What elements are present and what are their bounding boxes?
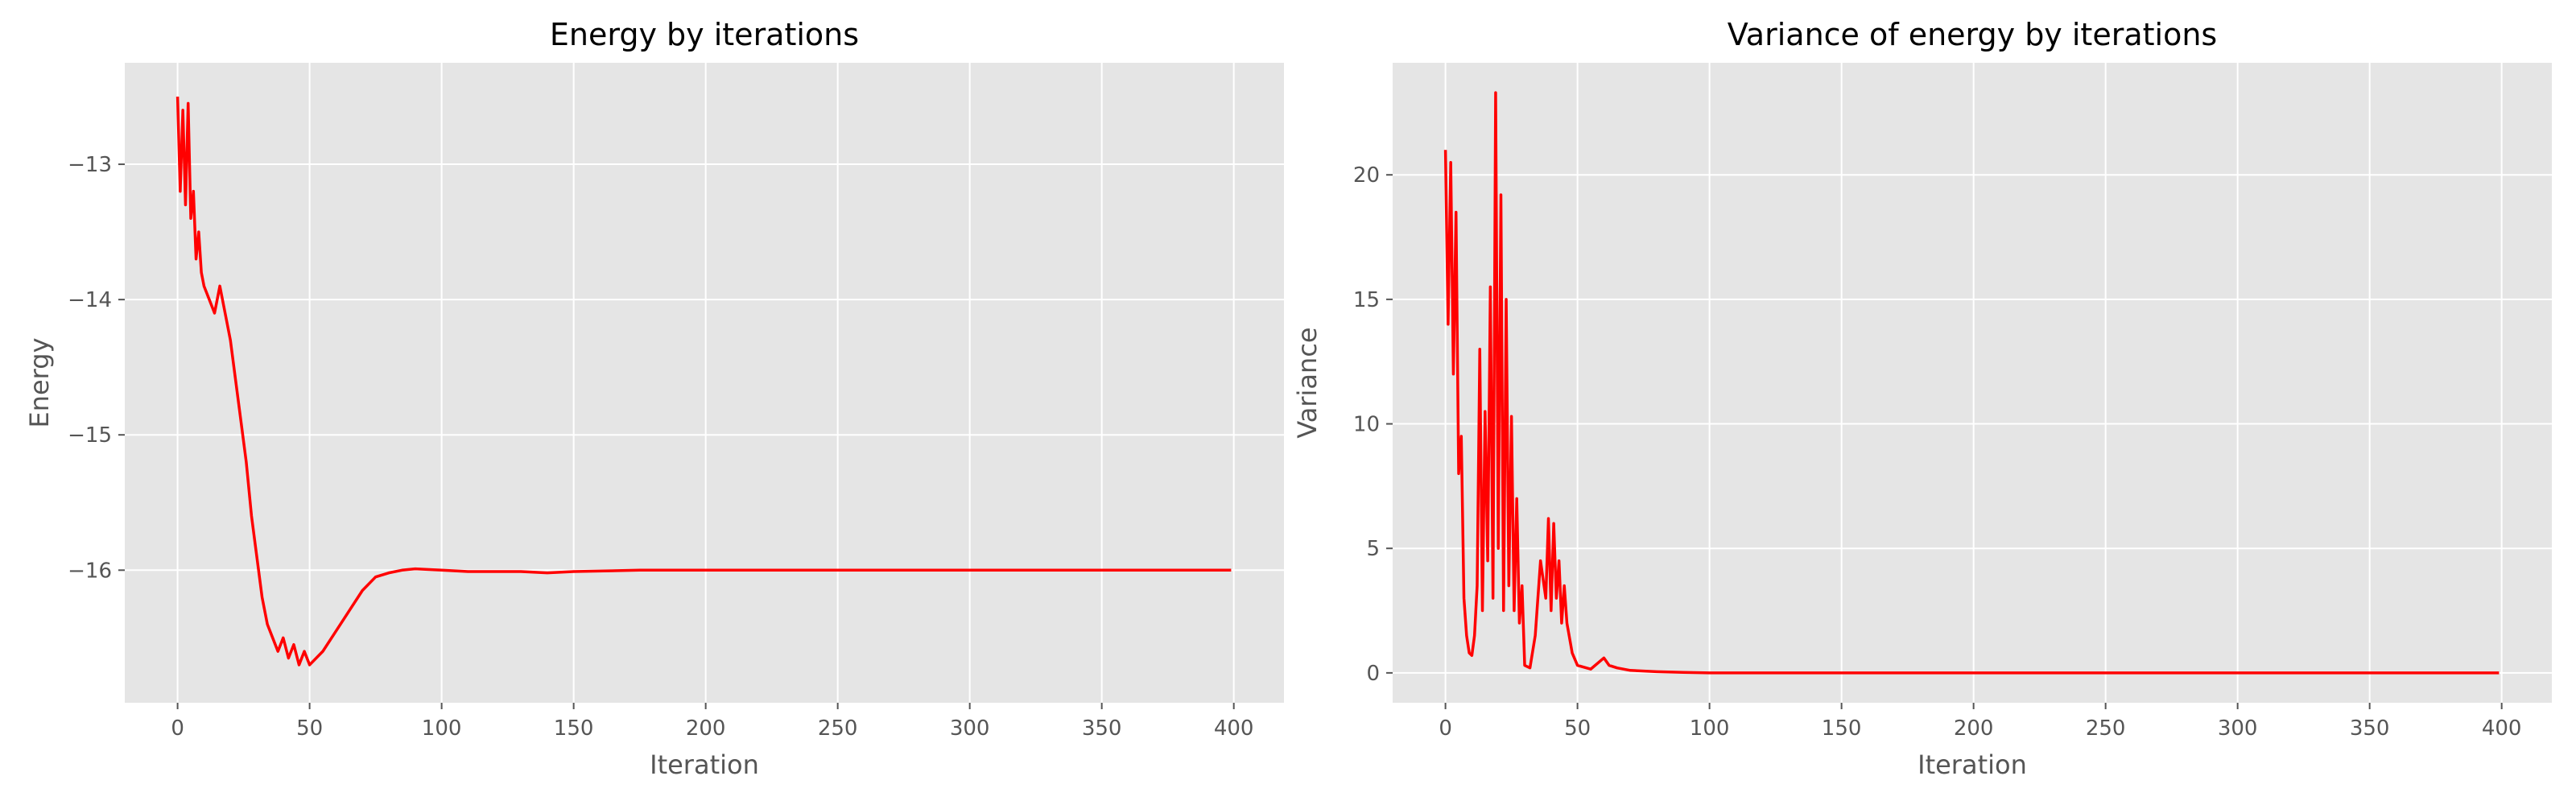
energy-x-tick-label: 150 [554, 716, 594, 741]
variance-plot: 0 50 100 150 200 250 300 350 400 0 5 10 15 20 Variance… [1292, 17, 2552, 780]
energy-x-tick-label: 250 [818, 716, 858, 741]
variance-series-line [1443, 91, 2500, 675]
variance-x-tick-label: 300 [2218, 716, 2258, 741]
variance-x-tick-label: 400 [2482, 716, 2522, 741]
variance-y-tick-label: 0 [1366, 662, 1380, 686]
energy-y-tick-label: −14 [68, 288, 112, 312]
variance-y-axis-label: Variance [1292, 327, 1323, 438]
energy-y-axis-label: Energy [24, 337, 55, 427]
variance-x-tick-label: 50 [1564, 716, 1591, 741]
variance-x-tick-label: 150 [1822, 716, 1862, 741]
energy-x-tick-label: 200 [686, 716, 726, 741]
variance-x-axis-label: Iteration [1918, 749, 2027, 780]
energy-y-tick-label: −16 [68, 559, 112, 583]
energy-plot: 0 50 100 150 200 250 300 350 400 −13 −14 −15 −16 Ener… [24, 17, 1284, 780]
variance-x-tick-label: 200 [1954, 716, 1994, 741]
energy-x-tick-label: 100 [422, 716, 462, 741]
variance-chart-title: Variance of energy by iterations [1728, 17, 2217, 52]
energy-y-tick-label: −13 [68, 153, 112, 177]
energy-series-line [175, 96, 1232, 667]
variance-x-tick-label: 250 [2086, 716, 2126, 741]
variance-y-tick-label: 10 [1353, 413, 1380, 437]
energy-x-tick-label: 50 [296, 716, 323, 741]
energy-x-axis-label: Iteration [650, 749, 759, 780]
energy-chart-title: Energy by iterations [550, 17, 859, 52]
energy-y-tick-label: −15 [68, 423, 112, 448]
variance-y-tick-label: 15 [1353, 288, 1380, 312]
energy-x-tick-label: 0 [171, 716, 184, 741]
energy-x-tick-label: 350 [1082, 716, 1122, 741]
energy-plot-area [125, 63, 1284, 703]
variance-x-tick-label: 0 [1439, 716, 1452, 741]
variance-y-tick-label: 20 [1353, 163, 1380, 188]
variance-y-tick-label: 5 [1366, 537, 1380, 561]
energy-x-tick-label: 400 [1214, 716, 1254, 741]
energy-x-tick-label: 300 [950, 716, 990, 741]
variance-x-tick-label: 350 [2350, 716, 2390, 741]
variance-x-tick-label: 100 [1690, 716, 1730, 741]
variance-plot-area [1393, 63, 2552, 703]
